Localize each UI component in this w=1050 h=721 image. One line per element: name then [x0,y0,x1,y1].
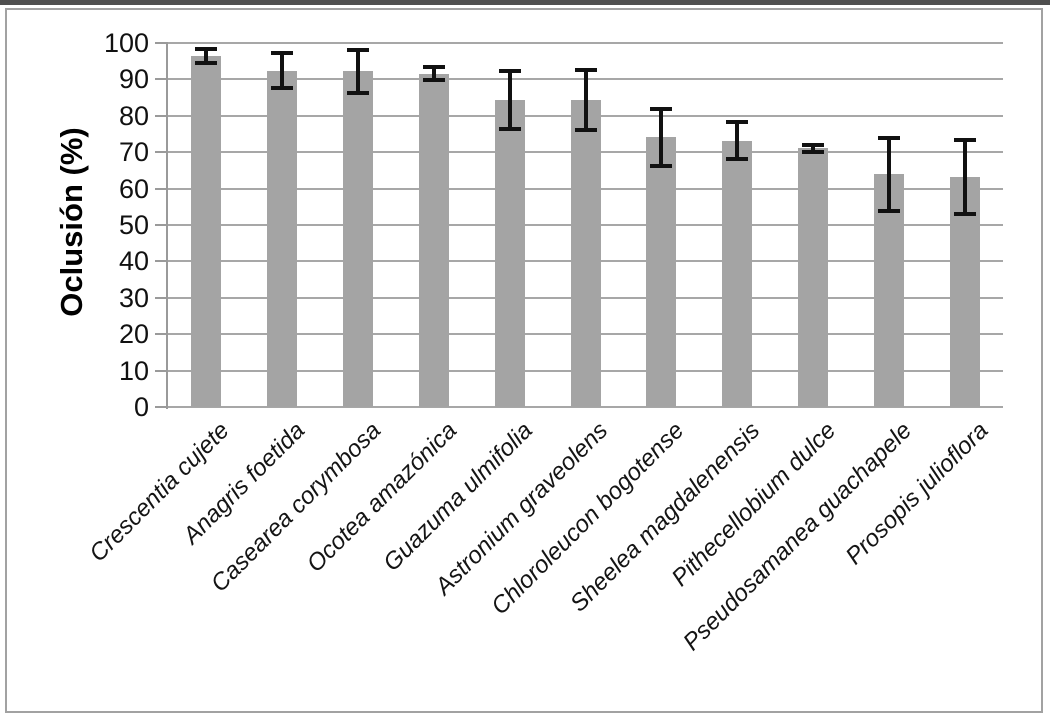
error-bar-top-cap [954,138,977,143]
error-bar-bottom-cap [726,156,749,161]
bar [494,99,525,407]
error-bar [963,140,968,215]
error-bar [355,49,360,94]
y-axis-tick [155,296,168,299]
bar [342,71,373,407]
error-bar-top-cap [878,136,901,140]
y-axis-tick [155,369,168,372]
error-bar [431,67,436,81]
bar [570,99,601,407]
error-bar [887,138,892,211]
error-bar-bottom-cap [954,212,977,217]
error-bar-bottom-cap [422,78,445,83]
error-bar-top-cap [498,68,521,73]
figure-top-edge [0,0,1050,5]
error-bar-bottom-cap [802,149,825,154]
bar [798,148,829,407]
y-tick-label: 40 [118,246,149,277]
error-bar-top-cap [650,106,673,111]
figure-border [5,8,1043,713]
gridline [168,42,1003,44]
error-bar [735,122,740,159]
y-axis-tick [155,151,168,154]
y-tick-label: 90 [118,64,149,95]
bar [418,73,449,407]
y-tick-label: 20 [118,319,149,350]
y-tick-label: 0 [133,392,149,422]
error-bar [583,69,588,130]
error-bar [659,108,664,167]
y-tick-label: 60 [118,173,149,204]
bar [874,174,905,407]
y-tick-label: 10 [118,355,149,386]
bar [190,56,221,407]
y-axis-tick [155,406,168,408]
error-bar-bottom-cap [574,127,597,132]
y-axis-tick [155,114,168,117]
y-tick-label: 80 [118,100,149,131]
error-bar [507,70,512,129]
error-bar-bottom-cap [878,208,901,213]
error-bar [279,53,284,89]
error-bar-top-cap [346,47,369,52]
error-bar-bottom-cap [650,164,673,169]
y-axis-line [166,43,168,409]
y-axis-tick [155,333,168,336]
y-tick-label: 70 [118,137,149,168]
error-bar-bottom-cap [498,126,521,131]
y-axis-tick [155,187,168,190]
y-tick-label: 100 [103,28,149,58]
bar [266,70,297,407]
y-axis-tick [155,260,168,263]
error-bar-top-cap [574,67,597,72]
error-bar-bottom-cap [346,91,369,96]
y-axis-tick [155,78,168,81]
error-bar-top-cap [194,47,217,52]
error-bar [811,144,816,152]
bar [646,137,677,407]
plot-area [166,42,1003,409]
error-bar [203,49,208,64]
error-bar-bottom-cap [194,61,217,66]
y-axis-tick [155,42,168,44]
bar [722,140,753,407]
error-bar-top-cap [802,142,825,147]
gridline [168,406,1003,408]
y-tick-label: 50 [118,210,149,240]
error-bar-top-cap [270,51,293,56]
y-axis-tick [155,224,168,226]
y-tick-label: 30 [118,282,149,313]
error-bar-bottom-cap [270,86,293,91]
error-bar-top-cap [422,65,445,70]
error-bar-top-cap [726,120,749,125]
